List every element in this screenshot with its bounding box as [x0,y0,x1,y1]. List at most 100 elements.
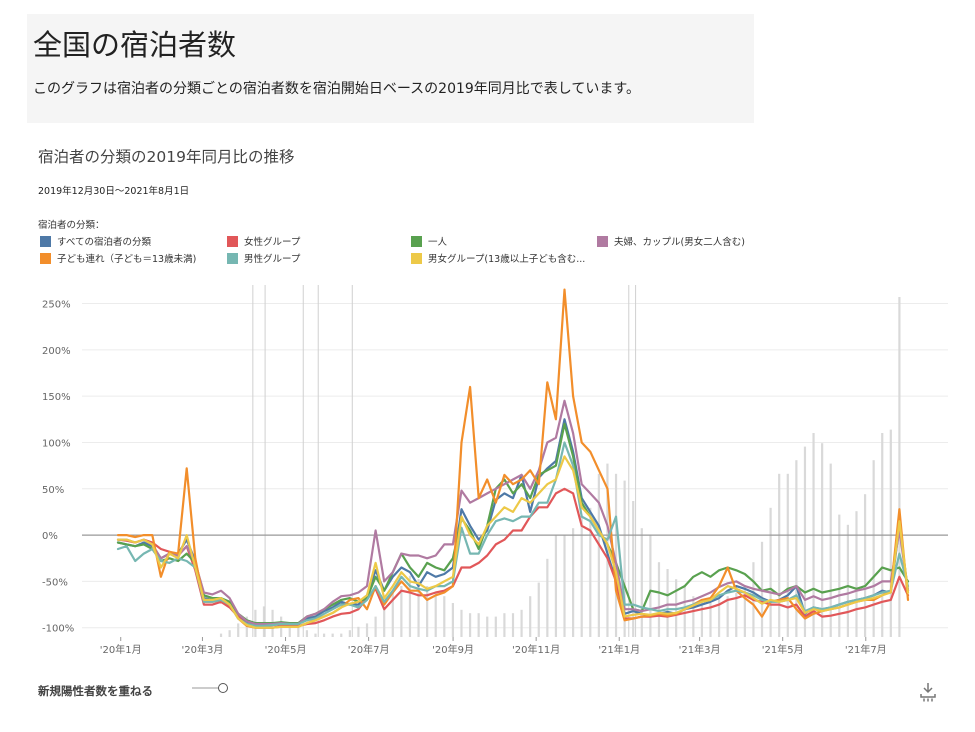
case-bar [726,596,729,637]
case-bar [855,511,858,637]
case-bar [838,514,841,637]
x-tick-label: '21年3月 [679,643,721,656]
case-bar [572,528,575,637]
legend-swatch [227,252,238,264]
case-bar [486,616,489,637]
y-tick-label: 0% [42,531,58,542]
case-bar [640,528,643,637]
case-bar [374,616,377,637]
legend-label: 夫婦、カップル(男女二人含む) [614,237,745,248]
legend-label: 子ども連れ（子ども＝13歳未満) [57,254,197,265]
case-bar [340,633,343,637]
case-bar [803,446,807,637]
legend-label: 男性グループ [244,254,301,265]
legend-swatch [411,252,422,264]
case-bar [331,633,334,637]
case-bar [554,535,558,637]
case-bar [597,473,600,637]
case-bar [778,473,781,637]
case-bar [503,613,506,637]
case-bar [546,558,549,637]
case-bar [408,575,412,637]
case-bar [237,623,240,637]
y-tick-label: 100% [42,438,71,449]
legend-item-with-children[interactable]: 子ども連れ（子ども＝13歳未満) [40,251,196,265]
toggle-knob [218,683,228,693]
case-bar [614,473,618,637]
toggle-track [192,687,222,689]
case-bar [872,460,875,637]
case-bar [589,507,592,637]
chart-title: 宿泊者の分類の2019年同月比の推移 [38,148,295,166]
case-bar [520,609,523,637]
legend-label: 男女グループ(13歳以上子ども含む... [428,254,586,265]
legend-item-mixed-group[interactable]: 男女グループ(13歳以上子ども含む... [411,251,585,265]
case-bar [529,596,532,637]
legend-item-female-group[interactable]: 女性グループ [227,234,300,248]
chart-date-range: 2019年12月30日～2021年8月1日 [38,186,190,197]
case-bar [632,501,635,637]
case-bar [657,562,661,637]
case-bar [898,297,901,637]
series-line [116,399,910,626]
download-icon[interactable] [918,681,938,703]
case-bar [443,596,446,637]
legend-item-couple[interactable]: 夫婦、カップル(男女二人含む) [597,234,745,248]
header-panel [27,14,754,123]
legend-item-all[interactable]: すべての宿泊者の分類 [40,234,151,248]
x-tick-label: '20年11月 [512,643,560,656]
x-tick-label: '20年7月 [348,643,390,656]
case-bar [365,623,369,637]
case-bar [623,480,626,637]
case-bar [846,524,849,637]
legend-item-solo[interactable]: 一人 [411,234,447,248]
case-bar [426,586,429,637]
y-tick-label: 150% [42,392,71,403]
case-bar [434,592,437,637]
legend-swatch [40,235,51,247]
case-bar [511,613,515,637]
legend-label: 女性グループ [244,237,301,248]
case-bar [683,586,686,637]
case-bar [477,613,480,637]
case-bar [649,535,652,637]
case-bar [692,596,695,637]
legend-swatch [40,252,51,264]
overlay-toggle-label: 新規陽性者数を重ねる [38,684,153,698]
series-line [116,455,910,629]
legend-swatch [411,235,422,247]
case-bar [743,586,746,637]
y-tick-label: 50% [42,485,64,496]
x-tick-label: '20年5月 [265,643,307,656]
case-bar [391,592,394,637]
x-tick-label: '21年1月 [598,643,640,656]
y-tick-label: -100% [42,624,74,635]
case-bar [795,460,798,637]
x-tick-label: '21年5月 [762,643,804,656]
x-tick-label: '20年9月 [432,643,474,656]
case-bar [219,633,223,637]
y-tick-label: 200% [42,346,71,357]
series-line [116,418,910,628]
case-bar [709,603,712,637]
case-bar [460,609,463,637]
legend-item-male-group[interactable]: 男性グループ [227,251,300,265]
case-bar [786,473,789,637]
case-bar [580,514,583,637]
series-line [116,288,910,629]
case-bar [228,630,231,637]
x-tick-label: '21年7月 [845,643,887,656]
case-bar [400,586,403,637]
page-title: 全国の宿泊者数 [33,28,237,62]
case-bar [451,603,454,637]
case-bar [322,633,326,637]
case-bar [297,626,300,637]
y-tick-label: 250% [42,300,71,311]
overlay-toggle[interactable] [192,681,228,695]
case-bar [305,630,309,637]
case-bar [383,609,386,637]
case-bar [829,463,832,637]
x-tick-label: '20年3月 [182,643,224,656]
case-bar [700,603,704,637]
